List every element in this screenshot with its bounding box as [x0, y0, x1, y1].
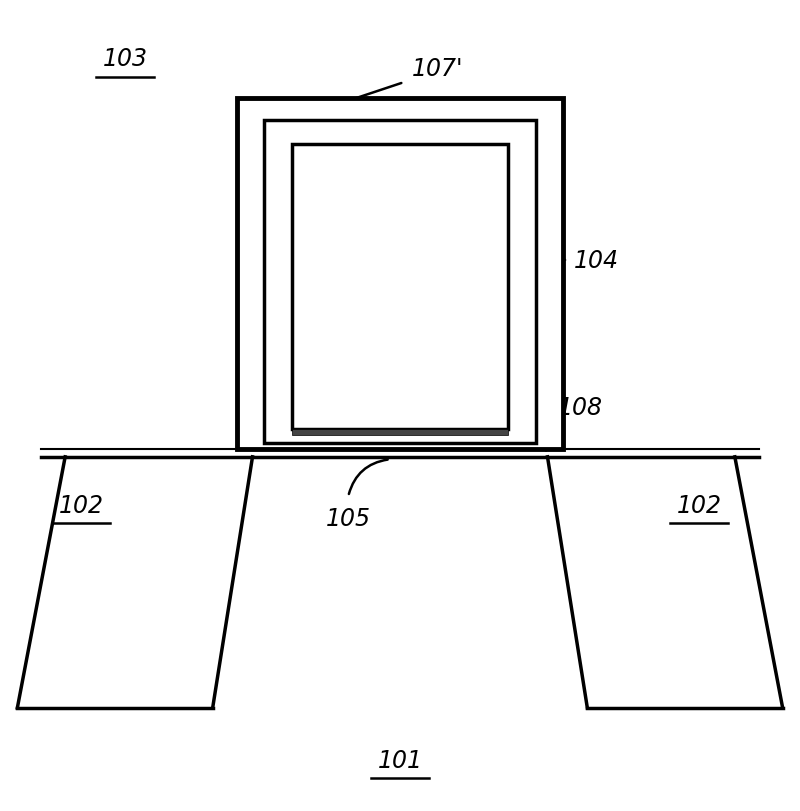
Text: 104: 104	[574, 249, 618, 272]
Text: 105: 105	[326, 507, 370, 530]
Bar	[265, 121, 535, 444]
Bar	[292, 429, 508, 436]
Text: 101: 101	[378, 748, 422, 772]
Text: 103: 103	[102, 47, 147, 71]
Bar	[292, 144, 508, 429]
Text: 108: 108	[558, 395, 603, 419]
Bar	[237, 99, 563, 449]
Text: 102: 102	[58, 493, 104, 517]
Text: 106: 106	[342, 294, 386, 318]
Text: 107': 107'	[412, 57, 463, 80]
Bar	[237, 99, 563, 449]
Text: 102: 102	[677, 493, 722, 517]
